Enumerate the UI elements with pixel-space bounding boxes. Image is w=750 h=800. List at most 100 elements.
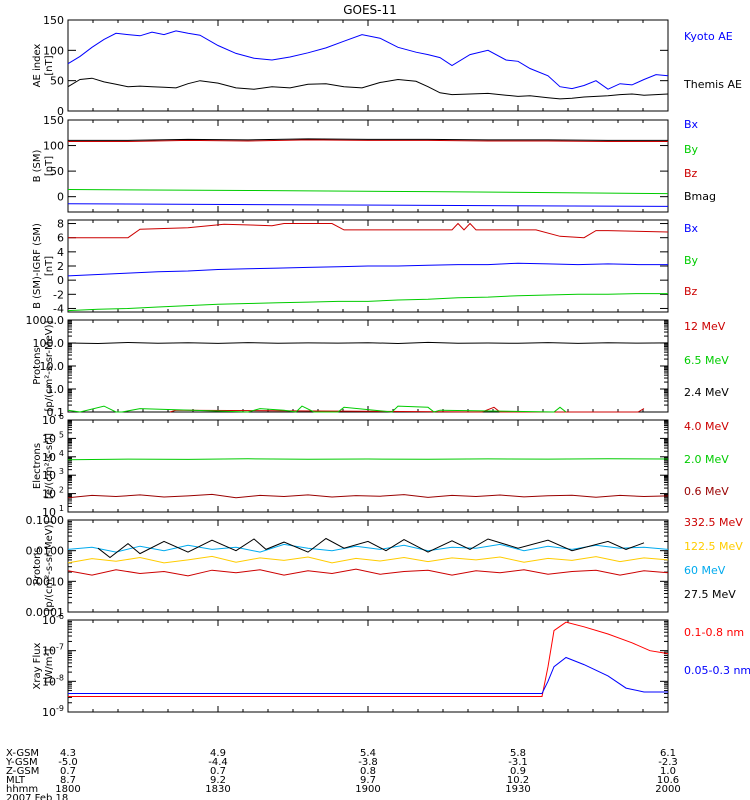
x-row-value: 6.1 <box>660 748 676 759</box>
y-tick-label: 4 <box>57 246 64 259</box>
y-tick-exponent: 1 <box>59 504 64 513</box>
y-tick-label: 50 <box>50 165 64 178</box>
series-line-2-4-mev <box>67 341 669 345</box>
y-axis-label: B (SM) <box>32 149 43 182</box>
series-line-6-5-mev <box>67 405 567 413</box>
y-tick-label: 0.0010 <box>26 575 65 588</box>
y-axis-label: AE index <box>32 44 43 88</box>
legend-label: 2.4 MeV <box>684 386 729 399</box>
date-label: 2007 Feb 18 <box>6 793 68 800</box>
series-line-bmag <box>68 138 668 141</box>
y-tick-label: 150 <box>43 14 64 27</box>
panel-frame <box>67 519 669 613</box>
y-tick-label: 10 <box>42 488 56 501</box>
y-axis-label: B (SM)-IGRF (SM) <box>32 223 43 309</box>
x-row-value: 2000 <box>655 784 680 795</box>
series-line-60-mev <box>67 543 669 553</box>
y-axis-label: [nT] <box>44 256 55 276</box>
x-row-value: 4.9 <box>210 748 226 759</box>
x-row-label: X-GSM <box>6 748 39 759</box>
series-line-0-6-mev <box>67 493 669 499</box>
y-tick-exponent: -8 <box>56 673 64 682</box>
legend-label: Kyoto AE <box>684 30 733 43</box>
series-line-0-05-0-3-nm <box>68 656 668 694</box>
series-line-0-1-0-8-nm <box>68 621 669 697</box>
x-row-value: 4.3 <box>60 748 76 759</box>
y-axis-label: Protons <box>32 547 43 584</box>
x-row-value: 1930 <box>505 784 530 795</box>
y-axis-label: Xray Flux <box>32 642 43 689</box>
x-row-label: Y-GSM <box>5 757 38 768</box>
panel-protons2: 0.0001 0.0010 0.0100 0.1000 Protons [p/(cm²-s… <box>26 514 744 619</box>
legend-label: 0.6 MeV <box>684 485 729 498</box>
y-axis-label: [nT] <box>44 55 55 75</box>
series-line-122-5-mev <box>67 555 669 564</box>
legend-label: 6.5 MeV <box>684 354 729 367</box>
x-row-value: -3.1 <box>508 757 528 768</box>
y-tick-label: -2 <box>53 288 64 301</box>
y-tick-exponent: -9 <box>56 704 64 713</box>
x-row-value: 1800 <box>55 784 80 795</box>
legend-label: Bx <box>684 118 699 131</box>
y-axis-label: [nT] <box>44 156 55 176</box>
series-line-27-5-mev <box>97 537 645 559</box>
x-row-value: 9.2 <box>210 775 226 786</box>
y-axis-label: Electrons <box>32 443 43 489</box>
y-axis-label: [p/(cm²-s-sr-MeV)] <box>44 520 55 611</box>
x-row-value: 0.7 <box>210 766 226 777</box>
y-tick-label: 10.0 <box>40 360 65 373</box>
y-tick-label: 10 <box>42 675 56 688</box>
legend-label: Themis AE <box>683 78 742 91</box>
x-axis-table: X-GSM 4.3 4.9 5.4 5.8 6.1 Y-GSM -5.0 -4.4 -3.8 -3.… <box>5 748 681 800</box>
y-tick-label: 50 <box>50 75 64 88</box>
legend-label: Bz <box>684 167 698 180</box>
x-row-value: 10.2 <box>507 775 529 786</box>
legend-label: By <box>684 143 699 156</box>
y-axis-label: [W/m²] <box>44 648 55 683</box>
x-row-value: 0.9 <box>510 766 526 777</box>
x-row-label: MLT <box>6 775 26 786</box>
series-line-by <box>67 293 668 312</box>
y-tick-label: 10 <box>42 414 56 427</box>
series-line-bx <box>67 203 669 207</box>
series-line-bz <box>68 139 668 142</box>
legend-label: 2.0 MeV <box>684 453 729 466</box>
y-tick-exponent: 6 <box>59 412 64 421</box>
panel-b: 0 50 100 150 B (SM) [nT] Bx By Bz Bmag <box>32 114 716 213</box>
y-tick-exponent: 4 <box>59 449 64 458</box>
legend-label: Bx <box>684 222 699 235</box>
y-tick-label: -4 <box>53 302 64 315</box>
y-tick-label: 6 <box>57 232 64 245</box>
series-line-themis-ae <box>67 77 669 100</box>
y-tick-exponent: -6 <box>56 612 64 621</box>
legend-label: 12 MeV <box>684 320 726 333</box>
y-axis-label: [p/(cm²-s-sr-MeV)] <box>44 320 55 411</box>
y-tick-label: 10 <box>42 706 56 719</box>
y-tick-label: 0.0001 <box>26 606 65 619</box>
y-tick-label: 10 <box>42 469 56 482</box>
y-tick-label: 150 <box>43 114 64 127</box>
x-row-value: 1830 <box>205 784 230 795</box>
y-tick-label: 0 <box>57 274 64 287</box>
y-tick-label: 100.0 <box>33 337 65 350</box>
y-tick-label: 10 <box>42 614 56 627</box>
panel-frame <box>67 319 669 413</box>
x-row-value: 9.7 <box>360 775 376 786</box>
y-tick-label: 10 <box>42 645 56 658</box>
figure-title: GOES-11 <box>343 3 397 17</box>
x-row-value: 0.7 <box>60 766 76 777</box>
y-tick-exponent: -7 <box>56 643 64 652</box>
x-row-value: 0.8 <box>360 766 376 777</box>
legend-label: 27.5 MeV <box>684 588 736 601</box>
y-axis-label: Protons <box>32 347 43 384</box>
y-tick-label: 8 <box>57 218 64 231</box>
x-row-value: 5.4 <box>360 748 376 759</box>
y-tick-label: 0 <box>57 105 64 118</box>
y-tick-exponent: 5 <box>59 430 64 439</box>
y-axis-label: [e/(cm²-s-sr)] <box>44 433 55 499</box>
series-line-by <box>67 189 669 195</box>
